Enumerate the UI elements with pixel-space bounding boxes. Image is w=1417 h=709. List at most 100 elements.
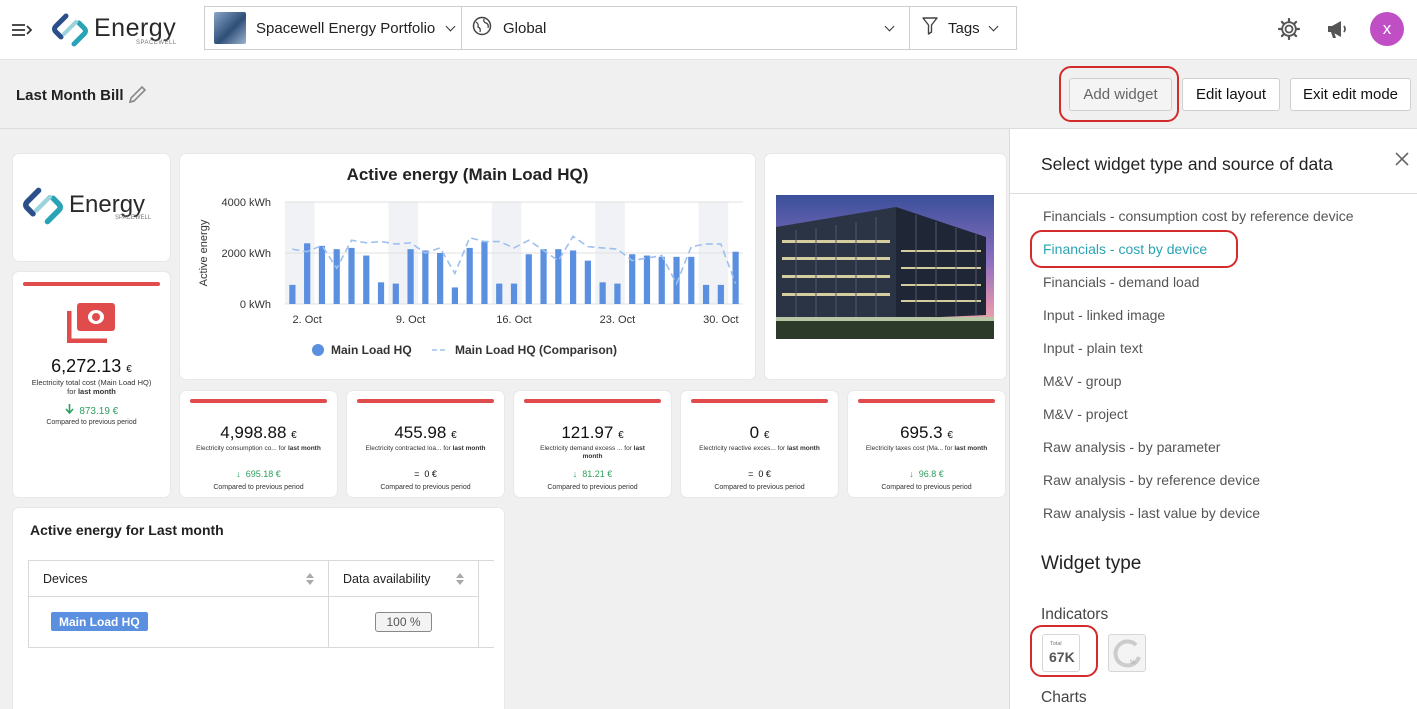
svg-text:%: % [1130, 660, 1136, 666]
kpi-card[interactable]: 4,998.88 € Electricity consumption co...… [180, 391, 337, 497]
logo-widget[interactable]: Energy SPACEWELL [13, 154, 170, 261]
panel-title: Select widget type and source of data [1041, 154, 1333, 174]
sort-icon[interactable] [306, 573, 314, 585]
active-energy-table-widget[interactable]: Active energy for Last month Devices Dat… [13, 508, 504, 709]
kpi-card[interactable]: 695.3 € Electricity taxes cost (Ma... fo… [848, 391, 1005, 497]
kpi-value: 455.98 € [394, 423, 457, 442]
table-cell: 100 % [329, 597, 479, 647]
bar [732, 251, 739, 304]
avatar[interactable]: x [1370, 12, 1404, 46]
kpi-card[interactable]: 121.97 € Electricity demand excess ... f… [514, 391, 671, 497]
status-bar [524, 399, 661, 403]
kpi-description: Electricity reactive exces... for last m… [699, 445, 820, 452]
data-source-item[interactable]: Raw analysis - by parameter [1043, 439, 1221, 455]
column-header-devices[interactable]: Devices [29, 561, 329, 597]
legend-item: Main Load HQ (Comparison) [455, 343, 617, 357]
bar [289, 284, 296, 304]
kpi-card[interactable]: 455.98 € Electricity contracted loa... f… [347, 391, 504, 497]
building-photo [776, 195, 994, 339]
exit-edit-mode-button[interactable]: Exit edit mode [1290, 78, 1411, 111]
kpi-value: 0 € [749, 423, 770, 442]
data-source-list: Financials - consumption cost by referen… [1043, 207, 1353, 537]
linked-image-widget[interactable] [765, 154, 1006, 379]
total-cost-widget[interactable]: 6,272.13 € Electricity total cost (Main … [13, 272, 170, 497]
bar [392, 283, 399, 304]
app-logo[interactable]: Energy SPACEWELL [52, 10, 182, 50]
total-cost-value: 6,272.13 € [51, 356, 132, 376]
data-source-item[interactable]: Financials - consumption cost by referen… [1043, 208, 1354, 224]
edit-layout-button[interactable]: Edit layout [1182, 78, 1280, 111]
active-energy-chart: 0 kWh 2000 kWh 4000 kWh Active energy 2. Oct… [198, 197, 743, 357]
kpi-delta: ↓ 81.21 € [572, 469, 613, 479]
kpi-card[interactable]: 0 € Electricity reactive exces... for la… [681, 391, 838, 497]
kpi-value: 121.97 € [561, 423, 624, 442]
globe-icon [472, 16, 492, 40]
total-indicator-tile[interactable]: Total 67K [1042, 634, 1080, 672]
x-tick-label: 16. Oct [496, 314, 531, 326]
sort-icon[interactable] [456, 573, 464, 585]
widget-logo: Energy SPACEWELL [23, 186, 163, 226]
active-energy-chart-widget[interactable]: Active energy (Main Load HQ) 0 kWh 2000 k… [180, 154, 755, 379]
device-badge[interactable]: Main Load HQ [51, 612, 148, 631]
portfolio-selector[interactable]: Spacewell Energy Portfolio [204, 6, 462, 50]
bar [555, 249, 562, 304]
close-icon[interactable] [1394, 151, 1410, 172]
menu-expand-icon[interactable] [10, 18, 34, 42]
gauge-indicator-tile[interactable]: % [1108, 634, 1146, 672]
kpi-description: Electricity consumption co... for last m… [196, 445, 321, 452]
compare-label: Compared to previous period [380, 484, 471, 491]
devices-table: Devices Data availability Main Load HQ 1… [28, 560, 494, 648]
app-sub: SPACEWELL [136, 40, 177, 46]
data-source-item[interactable]: M&V - project [1043, 406, 1128, 422]
total-cost-delta: 873.19 € [13, 404, 170, 417]
data-source-item[interactable]: Input - plain text [1043, 340, 1143, 356]
data-source-item[interactable]: M&V - group [1043, 373, 1122, 389]
announcements-icon[interactable] [1325, 17, 1349, 46]
chevron-down-icon [445, 21, 456, 31]
gear-icon[interactable] [1277, 17, 1301, 46]
bar [407, 249, 414, 304]
kpi-description: Electricity contracted loa... for last m… [365, 445, 486, 452]
money-icon [66, 301, 117, 348]
comparison-line [292, 235, 737, 286]
availability-badge: 100 % [375, 612, 432, 632]
widget-selector-panel: Select widget type and source of data Fi… [1009, 129, 1417, 709]
indicators-label: Indicators [1041, 606, 1109, 623]
edit-title-pencil-icon[interactable] [127, 83, 149, 110]
status-bar [357, 399, 494, 403]
bar [363, 255, 370, 304]
bar [466, 247, 473, 304]
tags-label: Tags [948, 19, 980, 37]
legend-item: Main Load HQ [331, 343, 412, 357]
gauge-icon: % [1113, 639, 1141, 668]
bar [304, 243, 311, 304]
data-source-item[interactable]: Input - linked image [1043, 307, 1166, 323]
data-source-item[interactable]: Raw analysis - last value by device [1043, 505, 1261, 521]
tile-value: 67K [1049, 649, 1075, 665]
bar [318, 245, 326, 304]
kpi-delta: ↓ 96.8 € [909, 469, 944, 479]
tile-label: Total [1050, 641, 1062, 647]
kpi-value: 4,998.88 € [220, 423, 297, 442]
app-name: Energy [94, 14, 177, 42]
data-source-item-selected[interactable]: Financials - cost by device [1043, 241, 1208, 257]
bar [437, 253, 444, 304]
bar [584, 260, 591, 304]
data-source-item[interactable]: Raw analysis - by reference device [1043, 472, 1261, 488]
status-bar [691, 399, 828, 403]
dashboard-title: Last Month Bill [16, 87, 124, 104]
bar [614, 283, 621, 304]
bar [629, 254, 636, 304]
scope-selector[interactable]: Global [461, 6, 910, 50]
chevron-down-icon [884, 21, 895, 32]
data-source-item[interactable]: Financials - demand load [1043, 274, 1200, 290]
arrow-down-icon: ↓ [909, 469, 914, 479]
kpi-delta: ↓ 695.18 € [236, 469, 281, 479]
x-tick-label: 30. Oct [703, 314, 738, 326]
status-bar [190, 399, 327, 403]
tags-filter[interactable]: Tags [909, 6, 1017, 50]
status-bar [23, 282, 160, 286]
bar [658, 256, 665, 304]
add-widget-button[interactable]: Add widget [1069, 78, 1172, 111]
column-header-data-availability[interactable]: Data availability [329, 561, 479, 597]
